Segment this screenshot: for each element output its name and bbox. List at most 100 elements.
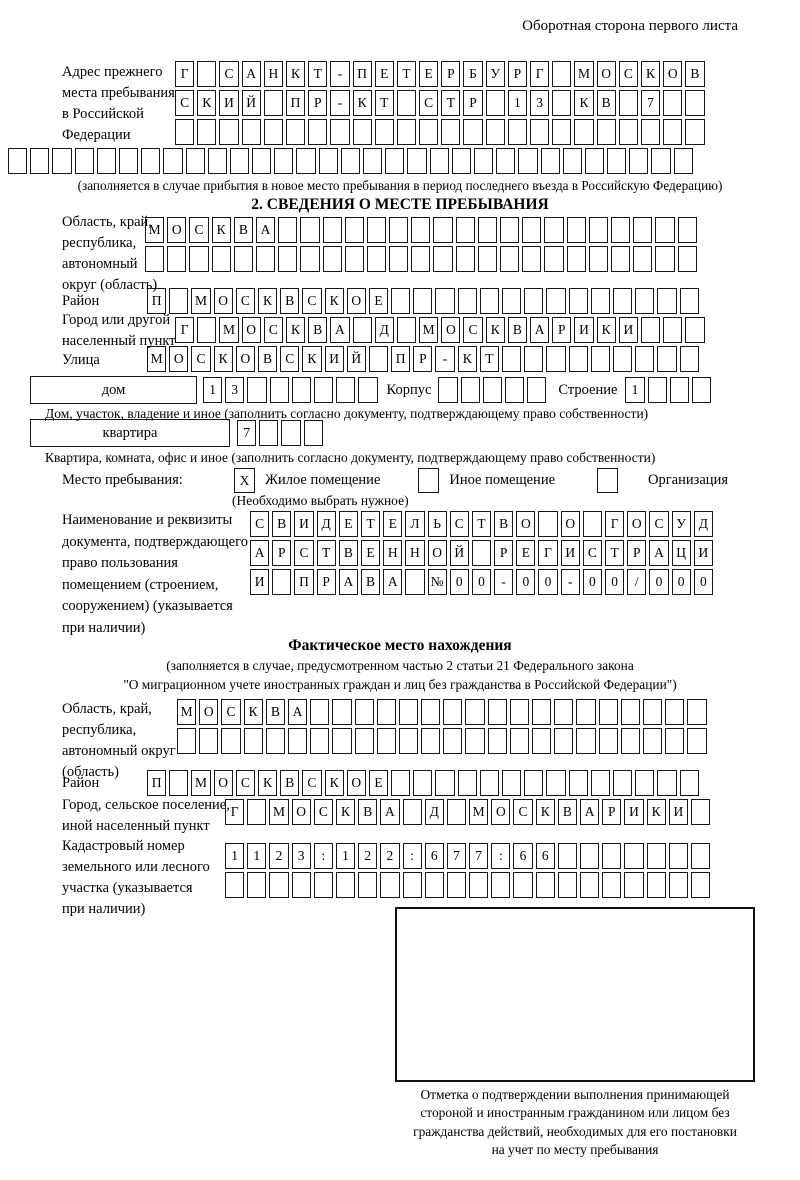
char-cell[interactable]: П — [147, 288, 167, 314]
checkbox-inoe[interactable] — [418, 468, 440, 493]
char-cell[interactable]: Г — [175, 317, 195, 343]
char-cell[interactable]: О — [241, 317, 261, 343]
char-cell[interactable] — [546, 346, 566, 372]
char-cell[interactable] — [544, 246, 564, 272]
char-cell[interactable]: К — [302, 346, 322, 372]
char-cell[interactable] — [291, 872, 311, 898]
char-cell[interactable]: Д — [693, 511, 713, 537]
char-cell[interactable]: Б — [463, 61, 483, 87]
char-cell[interactable]: К — [646, 799, 666, 825]
char-cell[interactable]: 6 — [513, 843, 533, 869]
char-cell[interactable] — [352, 317, 372, 343]
char-cell[interactable]: В — [338, 540, 358, 566]
char-cell[interactable]: Е — [419, 61, 439, 87]
char-cell[interactable] — [479, 288, 499, 314]
char-cell[interactable] — [552, 61, 572, 87]
char-cell[interactable] — [513, 872, 533, 898]
char-cell[interactable] — [421, 699, 441, 725]
char-cell[interactable]: А — [330, 317, 350, 343]
char-cell[interactable]: С — [302, 288, 322, 314]
char-cell[interactable] — [396, 90, 417, 116]
char-cell[interactable]: Н — [405, 540, 425, 566]
char-cell[interactable]: 7 — [640, 90, 661, 116]
char-cell[interactable]: С — [191, 346, 211, 372]
char-cell[interactable] — [633, 217, 653, 243]
char-cell[interactable] — [610, 217, 631, 243]
char-cell[interactable]: № — [427, 569, 447, 595]
char-cell[interactable] — [344, 217, 364, 243]
char-cell[interactable]: : — [402, 843, 422, 869]
char-cell[interactable] — [8, 148, 28, 174]
char-cell[interactable] — [690, 799, 711, 825]
char-cell[interactable]: 0 — [449, 569, 469, 595]
char-cell[interactable] — [554, 728, 574, 754]
char-cell[interactable] — [532, 699, 552, 725]
char-cell[interactable]: - — [435, 346, 455, 372]
char-cell[interactable] — [457, 288, 477, 314]
char-cell[interactable] — [247, 872, 267, 898]
char-cell[interactable]: У — [671, 511, 691, 537]
char-cell[interactable]: Т — [360, 511, 381, 537]
char-cell[interactable] — [576, 728, 596, 754]
char-cell[interactable] — [673, 148, 693, 174]
char-cell[interactable] — [518, 148, 538, 174]
char-cell[interactable] — [527, 377, 547, 403]
char-cell[interactable] — [479, 770, 499, 796]
char-cell[interactable]: Д — [424, 799, 444, 825]
char-cell[interactable] — [259, 420, 279, 446]
char-cell[interactable] — [685, 119, 705, 145]
char-cell[interactable]: О — [346, 770, 366, 796]
char-cell[interactable] — [398, 699, 419, 725]
char-cell[interactable] — [635, 770, 655, 796]
char-cell[interactable] — [398, 728, 419, 754]
char-cell[interactable]: М — [147, 346, 167, 372]
char-cell[interactable]: С — [280, 346, 300, 372]
char-cell[interactable] — [646, 843, 666, 869]
char-cell[interactable] — [552, 119, 572, 145]
char-cell[interactable] — [169, 770, 189, 796]
char-cell[interactable]: Й — [346, 346, 366, 372]
char-cell[interactable] — [522, 217, 542, 243]
char-cell[interactable]: 7 — [446, 843, 467, 869]
char-cell[interactable] — [446, 872, 467, 898]
char-cell[interactable] — [557, 872, 577, 898]
char-cell[interactable]: О — [213, 770, 233, 796]
char-cell[interactable] — [663, 317, 683, 343]
char-cell[interactable]: П — [391, 346, 411, 372]
char-cell[interactable]: С — [175, 90, 195, 116]
char-cell[interactable]: 2 — [269, 843, 289, 869]
char-cell[interactable]: 2 — [358, 843, 378, 869]
char-cell[interactable]: С — [313, 799, 333, 825]
char-cell[interactable] — [598, 728, 618, 754]
char-cell[interactable]: Г — [175, 61, 195, 87]
char-cell[interactable]: О — [213, 288, 233, 314]
char-cell[interactable]: К — [335, 799, 356, 825]
char-cell[interactable]: Д — [374, 317, 394, 343]
char-cell[interactable] — [411, 246, 431, 272]
char-cell[interactable] — [424, 872, 444, 898]
char-cell[interactable]: К — [574, 90, 594, 116]
char-cell[interactable] — [487, 699, 507, 725]
char-cell[interactable] — [385, 148, 405, 174]
char-cell[interactable] — [435, 770, 455, 796]
char-cell[interactable] — [580, 872, 600, 898]
char-cell[interactable]: У — [485, 61, 505, 87]
char-cell[interactable] — [291, 377, 311, 403]
char-cell[interactable]: 0 — [516, 569, 536, 595]
char-cell[interactable]: В — [507, 317, 527, 343]
char-cell[interactable]: А — [250, 540, 270, 566]
char-cell[interactable] — [441, 119, 461, 145]
char-cell[interactable] — [247, 377, 267, 403]
char-cell[interactable]: : — [313, 843, 333, 869]
char-cell[interactable]: Г — [530, 61, 550, 87]
char-cell[interactable] — [540, 148, 560, 174]
char-cell[interactable]: С — [449, 511, 469, 537]
char-cell[interactable] — [318, 148, 338, 174]
char-cell[interactable]: М — [191, 770, 211, 796]
char-cell[interactable]: И — [618, 317, 638, 343]
char-cell[interactable]: 3 — [225, 377, 245, 403]
char-cell[interactable] — [624, 872, 644, 898]
char-cell[interactable] — [607, 148, 627, 174]
char-cell[interactable] — [285, 119, 306, 145]
char-cell[interactable]: С — [219, 61, 239, 87]
